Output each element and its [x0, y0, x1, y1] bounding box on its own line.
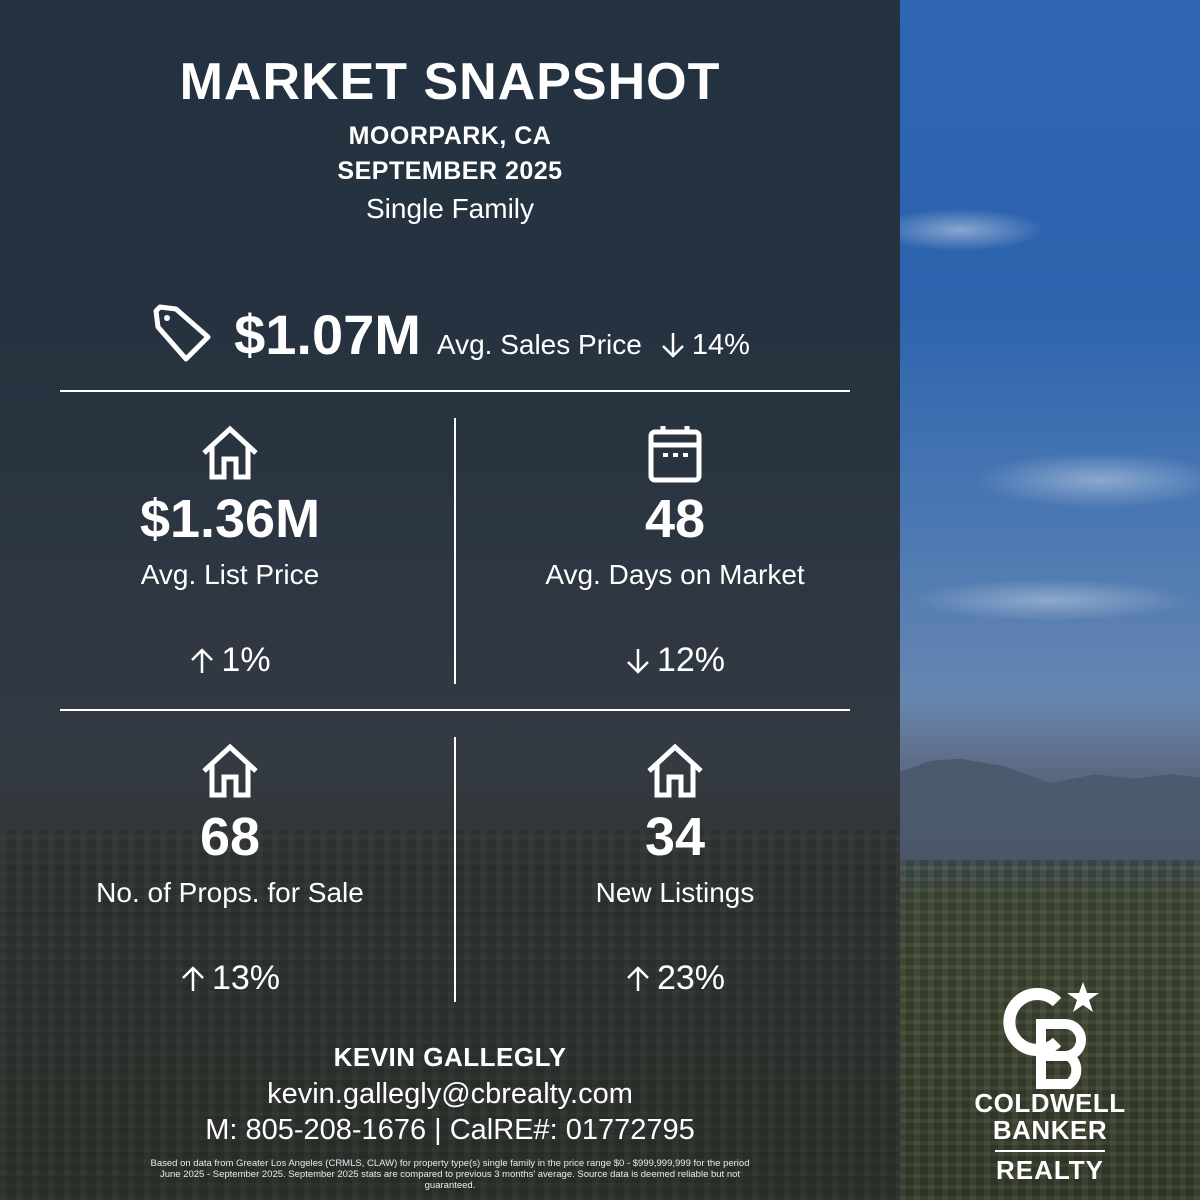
- divider-middle: [60, 709, 850, 711]
- brand-divider: [995, 1150, 1105, 1152]
- stat-change: 13%: [5, 959, 455, 998]
- disclaimer: Based on data from Greater Los Angeles (…: [150, 1158, 750, 1191]
- avg-sales-price-label: Avg. Sales Price: [436, 329, 642, 360]
- location: MOORPARK, CA: [348, 122, 552, 150]
- stat-change: 1%: [5, 641, 455, 680]
- agent-name: KEVIN GALLEGLY: [333, 1042, 567, 1072]
- house-icon: [202, 425, 258, 480]
- stat-change: 12%: [450, 641, 900, 680]
- arrow-up-icon: [191, 647, 214, 673]
- stat-change: 23%: [450, 959, 900, 998]
- divider-vertical-upper: [454, 418, 456, 684]
- stat-avg-list-price: $1.36M Avg. List Price 1%: [5, 425, 455, 695]
- stat-avg-days-on-market: 48 Avg. Days on Market 12%: [450, 425, 900, 695]
- divider-top: [60, 390, 850, 392]
- stat-value: 34: [644, 807, 706, 867]
- arrow-down-icon: [661, 333, 684, 358]
- house-icon: [202, 743, 258, 798]
- property-type: Single Family: [365, 193, 535, 224]
- arrow-up-icon: [182, 965, 204, 991]
- divider-vertical-lower: [454, 737, 456, 1002]
- price-tag-icon: [153, 304, 211, 362]
- avg-sales-price-value: $1.07M: [234, 303, 421, 366]
- stat-label: No. of Props. for Sale: [96, 877, 364, 908]
- brand-line-3: REALTY: [995, 1155, 1105, 1185]
- agent-phone-license: M: 805-208-1676 | CalRE#: 01772795: [205, 1114, 695, 1146]
- page-title: MARKET SNAPSHOT: [179, 53, 721, 111]
- snapshot-content: MARKET SNAPSHOT MOORPARK, CA SEPTEMBER 2…: [0, 53, 900, 1191]
- stat-props-for-sale: 68 No. of Props. for Sale 13%: [5, 743, 455, 1013]
- stat-new-listings: 34 New Listings 23%: [450, 743, 900, 1013]
- avg-sales-price-change: 14%: [660, 325, 750, 365]
- stat-value: 68: [199, 807, 261, 867]
- stat-label: New Listings: [595, 877, 755, 908]
- hero-stat: $1.07M Avg. Sales Price 14%: [0, 303, 900, 365]
- arrow-down-icon: [627, 648, 649, 674]
- stat-label: Avg. Days on Market: [545, 559, 805, 590]
- house-icon: [647, 743, 703, 798]
- stat-value: $1.36M: [139, 489, 321, 549]
- stat-label: Avg. List Price: [140, 559, 320, 590]
- coldwell-banker-logo: COLDWELL BANKER REALTY: [960, 980, 1140, 1184]
- brand-line-2: BANKER: [992, 1115, 1108, 1145]
- report-period: SEPTEMBER 2025: [337, 157, 563, 185]
- dark-overlay-panel: [0, 0, 900, 1200]
- stat-value: 48: [644, 489, 706, 549]
- cb-monogram-icon: [1003, 982, 1099, 1089]
- arrow-up-icon: [627, 965, 649, 991]
- brand-line-1: COLDWELL: [974, 1088, 1126, 1118]
- change-value: 14%: [691, 329, 750, 361]
- agent-email-link[interactable]: kevin.gallegly@cbrealty.com: [267, 1078, 633, 1110]
- calendar-icon: [648, 426, 702, 483]
